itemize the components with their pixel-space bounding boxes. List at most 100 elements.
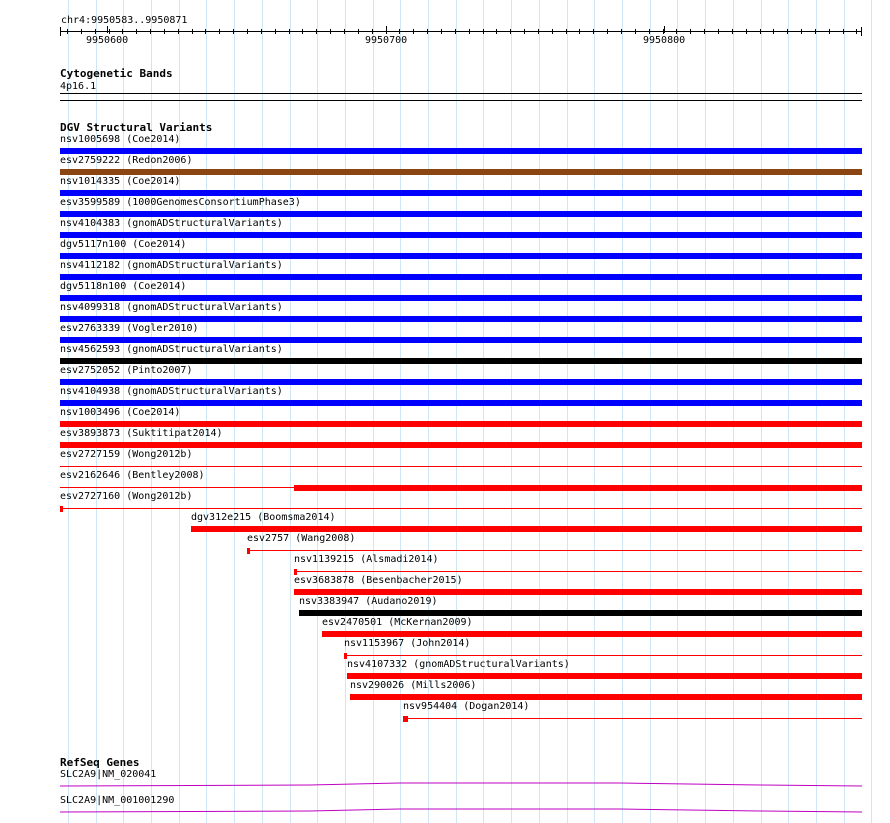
feature-label: dgv5117n100 (Coe2014) bbox=[60, 239, 186, 251]
feature-label: nsv4104383 (gnomADStructuralVariants) bbox=[60, 218, 283, 230]
ruler-minor-tick bbox=[372, 29, 373, 34]
feature-bar[interactable] bbox=[60, 337, 862, 343]
grid-line bbox=[345, 0, 346, 823]
feature-study: (Bentley2008) bbox=[126, 470, 205, 481]
ruler-minor-tick bbox=[95, 29, 96, 34]
feature-study: (gnomADStructuralVariants) bbox=[413, 659, 570, 670]
ruler-minor-tick bbox=[427, 29, 428, 34]
track-title-refseq-genes: RefSeq Genes bbox=[60, 756, 140, 769]
feature-study: (Dogan2014) bbox=[463, 701, 530, 712]
feature-bar[interactable] bbox=[60, 358, 862, 364]
feature-bar[interactable] bbox=[60, 400, 862, 406]
ruler-tick-label: 9950800 bbox=[643, 35, 686, 46]
feature-bar[interactable] bbox=[60, 169, 862, 175]
feature-block[interactable] bbox=[403, 716, 408, 722]
feature-label: esv2727159 (Wong2012b) bbox=[60, 449, 192, 461]
feature-study: (gnomADStructuralVariants) bbox=[126, 260, 283, 271]
feature-block[interactable] bbox=[344, 653, 347, 659]
feature-line[interactable] bbox=[294, 571, 862, 572]
ruler-minor-tick bbox=[219, 29, 220, 34]
feature-line[interactable] bbox=[60, 466, 862, 467]
feature-study: (Boomsma2014) bbox=[257, 512, 336, 523]
feature-study: (Coe2014) bbox=[126, 407, 181, 418]
feature-bar[interactable] bbox=[60, 379, 862, 385]
feature-line[interactable] bbox=[247, 550, 862, 551]
ruler-minor-tick bbox=[441, 29, 442, 34]
feature-study: (Mills2006) bbox=[410, 680, 477, 691]
feature-study: (Wang2008) bbox=[295, 533, 356, 544]
feature-block[interactable] bbox=[247, 548, 250, 554]
feature-label: nsv1153967 (John2014) bbox=[344, 638, 470, 650]
ruler-minor-tick bbox=[843, 29, 844, 34]
grid-line bbox=[234, 0, 235, 823]
feature-label: esv3893873 (Suktitipat2014) bbox=[60, 428, 223, 440]
gene-model[interactable] bbox=[60, 806, 862, 814]
feature-bar[interactable] bbox=[60, 211, 862, 217]
gene-label: SLC2A9|NM_020041 bbox=[60, 769, 157, 780]
feature-study: (Coe2014) bbox=[126, 134, 181, 145]
gene-model[interactable] bbox=[60, 780, 862, 788]
feature-line[interactable] bbox=[60, 508, 862, 509]
feature-study: (Coe2014) bbox=[132, 281, 187, 292]
feature-bar[interactable] bbox=[60, 148, 862, 154]
cytoband-label: 4p16.1 bbox=[60, 81, 97, 92]
ruler-minor-tick bbox=[635, 29, 636, 34]
feature-id: nsv4562593 bbox=[60, 344, 121, 355]
feature-label: esv2759222 (Redon2006) bbox=[60, 155, 192, 167]
ruler-minor-tick bbox=[109, 29, 110, 34]
ruler-minor-tick bbox=[552, 29, 553, 34]
ruler-minor-tick bbox=[316, 29, 317, 34]
track-title-dgv-structural-variants: DGV Structural Variants bbox=[60, 121, 213, 134]
feature-label: esv2162646 (Bentley2008) bbox=[60, 470, 205, 482]
feature-label: dgv312e215 (Boomsma2014) bbox=[191, 512, 336, 524]
feature-bar[interactable] bbox=[60, 295, 862, 301]
feature-label: nsv1005698 (Coe2014) bbox=[60, 134, 180, 146]
ruler-minor-tick bbox=[566, 29, 567, 34]
grid-line bbox=[788, 0, 789, 823]
feature-bar[interactable] bbox=[60, 274, 862, 280]
ruler-minor-tick bbox=[289, 29, 290, 34]
feature-block[interactable] bbox=[60, 506, 63, 512]
feature-block[interactable] bbox=[294, 569, 297, 575]
feature-bar[interactable] bbox=[299, 610, 862, 616]
feature-label: nsv4562593 (gnomADStructuralVariants) bbox=[60, 344, 283, 356]
grid-line bbox=[373, 0, 374, 823]
feature-label: nsv1139215 (Alsmadi2014) bbox=[294, 554, 439, 566]
feature-bar[interactable] bbox=[191, 526, 862, 532]
feature-line[interactable] bbox=[403, 718, 862, 719]
feature-label: esv2763339 (Vogler2010) bbox=[60, 323, 199, 335]
feature-study: (1000GenomesConsortiumPhase3) bbox=[126, 197, 301, 208]
feature-id: nsv3383947 bbox=[299, 596, 360, 607]
feature-bar[interactable] bbox=[60, 190, 862, 196]
feature-bar[interactable] bbox=[350, 694, 862, 700]
ruler-minor-tick bbox=[815, 29, 816, 34]
feature-bar[interactable] bbox=[60, 442, 862, 448]
feature-label: nsv4099318 (gnomADStructuralVariants) bbox=[60, 302, 283, 314]
feature-bar[interactable] bbox=[347, 673, 862, 679]
feature-id: nsv4099318 bbox=[60, 302, 121, 313]
ruler-minor-tick bbox=[732, 29, 733, 34]
grid-line bbox=[871, 0, 872, 823]
feature-label: dgv5118n100 (Coe2014) bbox=[60, 281, 186, 293]
feature-id: esv2727159 bbox=[60, 449, 121, 460]
ruler-minor-tick bbox=[787, 29, 788, 34]
feature-bar[interactable] bbox=[60, 253, 862, 259]
track-title-cytogenetic-bands: Cytogenetic Bands bbox=[60, 67, 173, 80]
feature-id: esv2470501 bbox=[322, 617, 383, 628]
feature-bar[interactable] bbox=[60, 421, 862, 427]
feature-block[interactable] bbox=[294, 485, 862, 491]
cytoband-bar[interactable] bbox=[60, 93, 862, 94]
feature-study: (Coe2014) bbox=[132, 239, 187, 250]
feature-bar[interactable] bbox=[60, 316, 862, 322]
ruler-minor-tick bbox=[579, 29, 580, 34]
feature-line[interactable] bbox=[344, 655, 862, 656]
grid-line bbox=[317, 0, 318, 823]
feature-label: nsv4107332 (gnomADStructuralVariants) bbox=[347, 659, 570, 671]
feature-bar[interactable] bbox=[322, 631, 862, 637]
ruler-minor-tick bbox=[510, 29, 511, 34]
grid-line bbox=[428, 0, 429, 823]
feature-label: nsv1003496 (Coe2014) bbox=[60, 407, 180, 419]
feature-bar[interactable] bbox=[60, 232, 862, 238]
ruler-minor-tick bbox=[483, 29, 484, 34]
feature-bar[interactable] bbox=[294, 589, 862, 595]
